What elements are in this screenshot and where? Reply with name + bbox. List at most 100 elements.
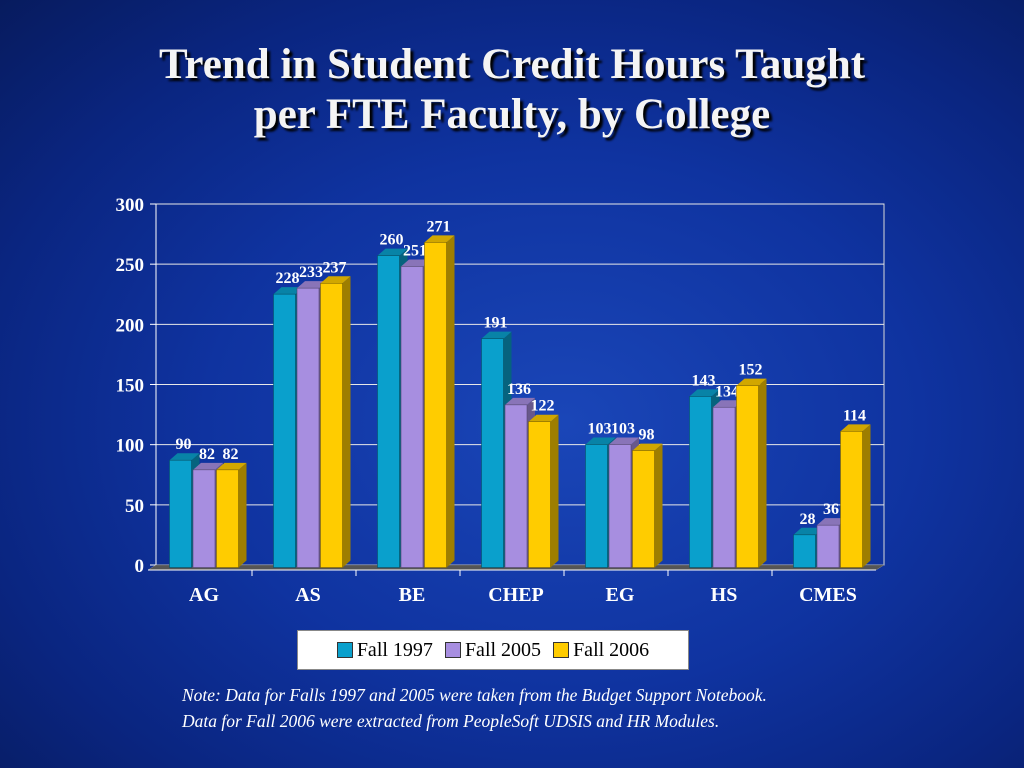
bar-top — [297, 281, 327, 289]
legend-swatch — [553, 642, 570, 658]
data-label: 191 — [484, 315, 508, 332]
bar-side — [446, 235, 455, 568]
data-label: 152 — [739, 362, 763, 379]
bar-top — [505, 397, 535, 405]
y-tick-label: 100 — [116, 436, 145, 457]
bar-side — [654, 443, 663, 568]
bar-top — [689, 389, 720, 397]
data-label: 98 — [639, 427, 655, 444]
bar — [608, 444, 632, 568]
data-label: 233 — [299, 264, 323, 281]
data-label: 82 — [223, 446, 239, 463]
chart-legend: Fall 1997 Fall 2005 Fall 2006 — [297, 630, 689, 670]
data-label: 237 — [323, 259, 347, 276]
bar-top — [713, 400, 743, 408]
data-label: 136 — [507, 381, 531, 398]
bar — [840, 431, 863, 568]
bar-top — [320, 276, 351, 284]
bar-top — [481, 331, 512, 339]
bar-top — [273, 287, 304, 295]
legend-item: Fall 2005 — [444, 638, 542, 662]
title-line-1: Trend in Student Credit Hours Taught — [158, 41, 866, 88]
data-label: 251 — [403, 242, 427, 259]
note-line-2: Data for Fall 2006 were extracted from P… — [182, 711, 720, 731]
bar-top — [169, 453, 200, 461]
legend-item: Fall 1997 — [336, 638, 433, 662]
bar-side — [758, 378, 767, 568]
bar-side — [238, 462, 247, 568]
y-tick-label: 300 — [116, 195, 145, 216]
title-line-2: per FTE Faculty, by College — [253, 91, 771, 138]
legend-label: Fall 2006 — [573, 638, 650, 661]
data-label: 28 — [800, 511, 816, 528]
bar-top — [793, 527, 824, 535]
y-tick-label: 0 — [135, 556, 145, 577]
legend-label: Fall 2005 — [464, 638, 542, 661]
bar — [216, 469, 239, 568]
bar — [377, 255, 400, 568]
data-label: 228 — [276, 270, 300, 287]
x-tick-label: AG — [189, 584, 219, 606]
bar — [585, 444, 608, 568]
y-tick-label: 50 — [125, 496, 144, 517]
bar — [736, 385, 759, 568]
data-label: 36 — [823, 501, 839, 518]
bar-top — [401, 259, 431, 267]
bar — [816, 524, 840, 568]
x-tick-label: HS — [711, 584, 738, 606]
note-line-1: Note: Data for Falls 1997 and 2005 were … — [182, 685, 767, 705]
data-label: 134 — [715, 383, 739, 400]
data-label: 90 — [176, 436, 192, 453]
bar-top — [216, 462, 247, 470]
bar — [400, 266, 424, 568]
data-label: 82 — [199, 446, 215, 463]
data-label: 103 — [611, 421, 635, 438]
data-label: 271 — [427, 218, 451, 235]
bar — [296, 287, 320, 568]
bar — [689, 396, 712, 568]
legend-label: Fall 1997 — [356, 638, 433, 661]
x-tick-label: BE — [399, 584, 426, 606]
bar — [504, 404, 528, 568]
bar-top — [840, 424, 871, 432]
bar — [273, 293, 296, 568]
bar-top — [736, 378, 767, 386]
y-tick-label: 150 — [116, 376, 145, 397]
footnote: Note: Data for Falls 1997 and 2005 were … — [182, 682, 767, 734]
bar — [192, 469, 216, 568]
bar-side — [862, 424, 871, 568]
bar-top — [377, 248, 408, 256]
slide-title: Trend in Student Credit Hours Taught per… — [0, 40, 1024, 140]
bar-side — [550, 414, 559, 568]
bar — [481, 338, 504, 568]
y-tick-label: 250 — [116, 255, 145, 276]
data-label: 143 — [692, 372, 716, 389]
y-tick-label: 200 — [116, 315, 145, 336]
bar — [424, 242, 447, 568]
bar-side — [342, 276, 351, 568]
bar-top — [632, 443, 663, 451]
bar-top — [424, 235, 455, 243]
bar — [528, 421, 551, 568]
bar — [320, 283, 343, 568]
bar — [793, 534, 816, 568]
bar — [632, 450, 655, 568]
bar-top — [585, 437, 616, 445]
bar-top — [817, 518, 847, 526]
legend-swatch — [336, 642, 353, 658]
x-tick-label: CMES — [799, 584, 857, 606]
bar-top — [609, 437, 639, 445]
legend-item: Fall 2006 — [553, 639, 649, 662]
x-tick-label: CHEP — [488, 584, 544, 606]
legend-swatch — [444, 642, 461, 658]
bar-top — [193, 462, 223, 470]
bar — [169, 459, 192, 568]
x-tick-label: EG — [606, 584, 635, 606]
data-label: 103 — [588, 421, 612, 438]
bar — [712, 406, 736, 568]
data-label: 114 — [843, 407, 866, 424]
bar-top — [528, 414, 559, 422]
data-label: 122 — [531, 398, 555, 415]
data-label: 260 — [380, 232, 404, 249]
